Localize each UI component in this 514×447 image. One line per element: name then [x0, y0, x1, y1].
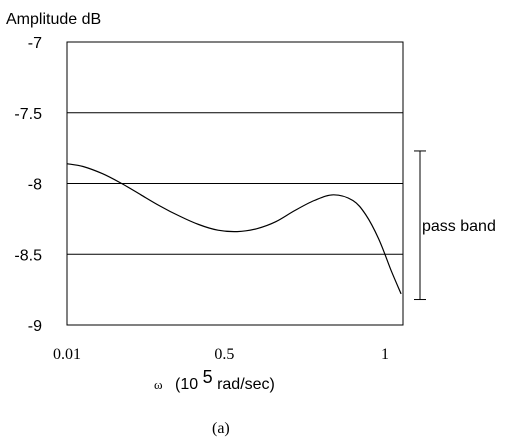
x-tick-label: 0.5: [214, 346, 234, 363]
x-axis-exponent: 5: [203, 367, 213, 387]
x-tick-label: 0.01: [53, 346, 81, 363]
x-axis-base: (10: [175, 376, 198, 393]
amplitude-curve: [66, 163, 402, 295]
x-axis-label: ω (10 5 rad/sec): [154, 367, 275, 393]
grid-lines: [67, 112, 403, 255]
x-tick-label: 1: [381, 346, 389, 363]
y-tick-label: -9: [28, 318, 42, 335]
figure-caption: (a): [212, 420, 230, 437]
omega-symbol: ω: [154, 377, 163, 392]
y-tick-labels: -7 -7.5 -8 -8.5 -9: [14, 35, 42, 335]
pass-band-label: pass band: [422, 218, 496, 235]
y-tick-label: -7.5: [14, 106, 42, 123]
x-axis-unit: rad/sec): [217, 376, 275, 393]
pass-band-bracket: [414, 150, 426, 301]
y-axis-label: Amplitude dB: [6, 11, 101, 28]
plot-frame: [66, 41, 404, 326]
y-tick-label: -8: [28, 177, 42, 194]
y-tick-label: -8.5: [14, 247, 42, 264]
x-tick-labels: 0.01 0.5 1: [53, 346, 389, 363]
y-tick-label: -7: [28, 35, 42, 52]
